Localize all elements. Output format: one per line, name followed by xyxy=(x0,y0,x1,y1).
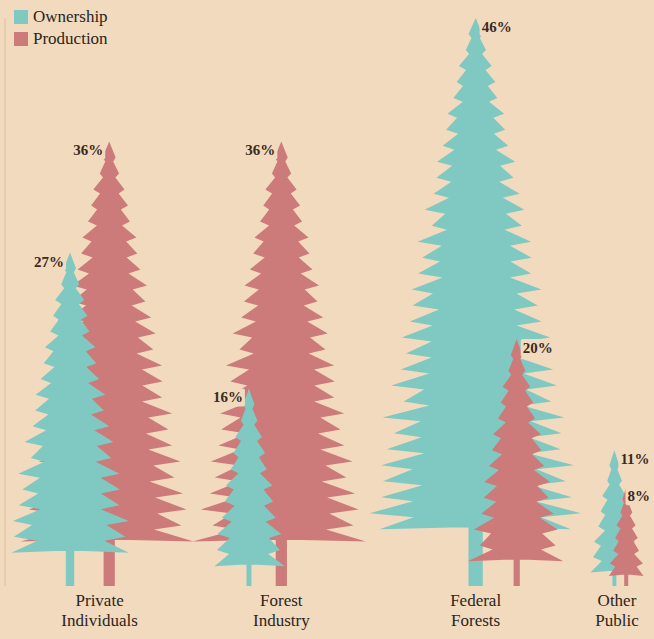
tree xyxy=(11,253,129,586)
x-axis: PrivateIndividuals ForestIndustry FederalF… xyxy=(61,591,639,630)
data-label: 8% xyxy=(628,488,651,504)
label-patch xyxy=(243,141,277,159)
legend: Ownership Production xyxy=(14,7,108,48)
tree xyxy=(468,339,564,586)
legend-swatch xyxy=(14,32,28,46)
legend-label: Production xyxy=(33,29,108,48)
label-patch xyxy=(32,253,66,271)
data-label: 46% xyxy=(482,19,512,35)
tree xyxy=(215,388,285,586)
data-label: 20% xyxy=(523,340,553,356)
label-patch xyxy=(211,388,245,406)
data-label: 11% xyxy=(620,451,649,467)
legend-label: Ownership xyxy=(33,7,108,26)
y-axis-line xyxy=(5,18,6,586)
data-labels: 27% 36% 16% 36% 46% 20% 11% 8% xyxy=(32,18,652,505)
data-label: 36% xyxy=(245,142,275,158)
tree xyxy=(370,18,581,586)
label-patch xyxy=(480,18,514,36)
legend-swatch xyxy=(14,10,28,24)
category-label: ForestIndustry xyxy=(253,591,310,630)
legend-item: Ownership xyxy=(14,7,108,26)
label-patch xyxy=(626,487,653,505)
category-label: FederalForests xyxy=(450,591,501,630)
data-label: 27% xyxy=(34,254,64,270)
background xyxy=(0,0,654,639)
trees xyxy=(11,18,643,586)
data-label: 36% xyxy=(73,142,103,158)
label-patch xyxy=(71,141,105,159)
chart: 27% 36% 16% 36% 46% 20% 11% 8% PrivateIndividual… xyxy=(0,0,654,639)
data-label: 16% xyxy=(213,389,243,405)
category-label: OtherPublic xyxy=(595,591,639,630)
tree xyxy=(193,141,366,586)
label-patch xyxy=(521,339,555,357)
label-patch xyxy=(618,450,651,468)
category-label: PrivateIndividuals xyxy=(61,591,138,630)
legend-item: Production xyxy=(14,29,108,48)
